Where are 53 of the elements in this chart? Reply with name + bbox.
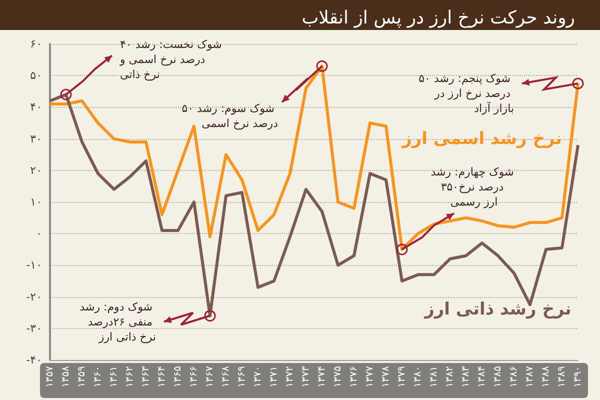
x-tick-label: ۱۳۷۸	[380, 365, 392, 388]
x-tick-label: ۱۳۸۴	[476, 366, 488, 388]
x-tick-label: ۱۳۶۱	[108, 366, 120, 388]
x-tick-label: ۱۳۸۷	[524, 365, 536, 388]
annotation: شوک دوم: رشد منفی ۲۶درصد نرخ ذاتی ارز	[80, 300, 156, 344]
x-tick-label: ۱۳۵۹	[76, 366, 88, 388]
annotation: شوک نخست: رشد ۴۰ درصد نرخ اسمی و نرخ ذاتی	[119, 38, 226, 82]
series-label: نرخ رشد ذاتی ارز	[424, 299, 572, 320]
y-tick-label: ۵۰	[30, 69, 42, 82]
x-tick-label: ۱۳۷۶	[348, 366, 360, 388]
x-tick-label: ۱۳۶۳	[140, 365, 152, 388]
x-tick-label: ۱۳۶۷	[204, 365, 216, 388]
series-label: نرخ رشد اسمی ارز	[401, 128, 562, 149]
x-tick-label: ۱۳۶۰	[92, 366, 104, 388]
y-tick-label: ۶۰	[30, 38, 42, 50]
x-tick-label: ۱۳۵۸	[60, 365, 72, 388]
x-tick-label: ۱۳۶۴	[156, 366, 168, 388]
x-tick-label: ۱۳۷۵	[332, 366, 344, 388]
x-tick-label: ۱۳۸۵	[492, 366, 504, 388]
x-tick-label: ۱۳۶۸	[220, 365, 232, 388]
y-tick-label: ۴۰	[30, 100, 42, 114]
x-tick-label: ۱۳۷۰	[252, 366, 264, 388]
x-tick-label: ۱۳۸۳	[460, 365, 472, 388]
x-tick-label: ۱۳۶۹	[236, 366, 248, 388]
x-tick-label: ۱۳۷۷	[364, 365, 376, 388]
x-tick-label: ۱۳۶۶	[188, 366, 200, 388]
x-tick-label: ۱۳۷۱	[268, 366, 280, 388]
y-tick-label: -۱۰	[26, 258, 42, 272]
x-tick-label: ۱۳۷۴	[316, 366, 328, 388]
y-tick-label: -۲۰	[26, 290, 42, 304]
x-tick-label: ۱۳۷۲	[284, 366, 296, 388]
y-tick-label: ۱۰	[30, 196, 42, 208]
annotation: شوک پنجم: رشد ۵۰ درصد نرخ ارز در بازار آزاد	[418, 72, 514, 115]
y-tick-label: -۴۰	[26, 354, 42, 366]
y-tick-label: -۳۰	[26, 322, 42, 335]
x-tick-label: ۱۳۸۲	[444, 366, 456, 388]
x-tick-label: ۱۳۵۷	[44, 365, 56, 388]
x-tick-label: ۱۳۸۱	[428, 366, 440, 388]
x-tick-label: ۱۳۷۳	[300, 365, 312, 388]
x-tick-label: ۱۳۹۰	[572, 366, 584, 388]
x-tick-label: ۱۳۸۶	[508, 366, 520, 388]
y-tick-label: ۲۰	[30, 164, 42, 177]
x-tick-label: ۱۳۶۲	[124, 366, 136, 388]
x-tick-label: ۱۳۶۵	[172, 366, 184, 388]
x-tick-label: ۱۳۸۰	[412, 366, 424, 388]
annotation: شوک سوم: رشد ۵۰ درصد نرخ اسمی	[182, 102, 278, 130]
x-tick-label: ۱۳۸۸	[540, 365, 552, 388]
annotation: شوک چهارم: رشد ۳۵۰درصد نرخ ارز رسمی	[430, 165, 518, 208]
x-tick-label: ۱۳۸۹	[556, 366, 568, 388]
x-tick-label: ۱۳۷۹	[396, 366, 408, 388]
y-tick-label: ۳۰	[30, 132, 42, 146]
chart-title: روند حرکت نرخ ارز در پس از انقلاب	[302, 8, 576, 28]
y-tick-label: ۰	[36, 227, 42, 240]
